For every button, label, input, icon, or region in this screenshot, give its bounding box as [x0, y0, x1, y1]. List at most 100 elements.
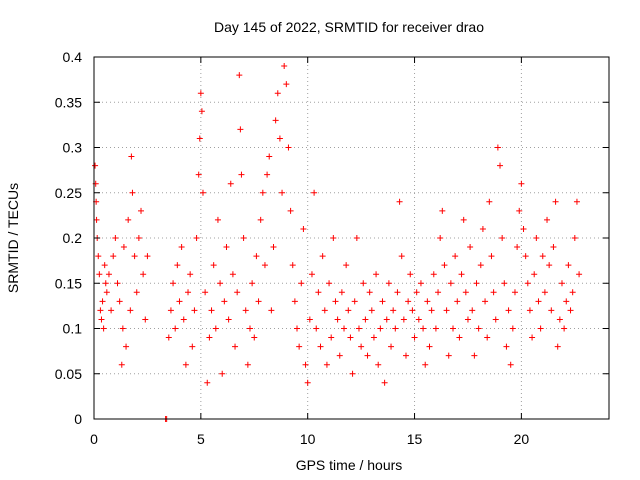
data-point — [180, 316, 187, 323]
data-point — [447, 280, 454, 287]
data-point — [261, 262, 268, 269]
data-point — [490, 289, 497, 296]
data-point — [296, 343, 303, 350]
data-point — [516, 207, 523, 214]
data-point — [302, 361, 309, 368]
plot-frame — [93, 56, 610, 420]
data-point — [300, 225, 307, 232]
data-point — [573, 198, 580, 205]
data-point — [405, 298, 412, 305]
data-point — [223, 244, 230, 251]
data-point — [450, 325, 457, 332]
data-point — [125, 216, 132, 223]
data-point — [398, 253, 405, 260]
data-point — [441, 262, 448, 269]
y-tick-label: 0 — [74, 411, 82, 427]
data-point — [313, 325, 320, 332]
data-point — [439, 207, 446, 214]
data-point — [108, 307, 115, 314]
data-point — [334, 316, 341, 323]
data-point — [417, 280, 424, 287]
data-point — [355, 325, 362, 332]
data-point — [426, 343, 433, 350]
data-point — [197, 90, 204, 97]
data-point — [550, 244, 557, 251]
data-point — [464, 316, 471, 323]
data-point — [206, 334, 213, 341]
data-point — [511, 289, 518, 296]
data-point — [456, 334, 463, 341]
data-point — [435, 289, 442, 296]
data-point — [236, 72, 243, 79]
data-point — [503, 343, 510, 350]
data-point — [187, 271, 194, 278]
data-point — [326, 280, 333, 287]
data-point — [366, 289, 373, 296]
data-point — [317, 343, 324, 350]
data-point — [428, 307, 435, 314]
data-point — [199, 189, 206, 196]
data-point — [526, 307, 533, 314]
data-point — [396, 198, 403, 205]
data-point — [196, 135, 203, 142]
data-point — [379, 298, 386, 305]
data-point — [135, 235, 142, 241]
data-point — [343, 262, 350, 269]
y-tick-label: 0.15 — [55, 275, 82, 291]
data-point — [529, 334, 536, 341]
data-point — [522, 253, 529, 260]
data-point — [349, 370, 356, 377]
data-point — [565, 262, 572, 269]
data-point — [492, 316, 499, 323]
data-point — [291, 298, 298, 305]
data-point — [524, 280, 531, 287]
data-point — [208, 307, 215, 314]
data-point — [237, 126, 244, 133]
data-point — [484, 334, 491, 341]
data-point — [373, 271, 380, 278]
y-tick-label: 0.05 — [55, 366, 82, 382]
data-point — [98, 316, 105, 323]
x-tick-label: 15 — [407, 431, 423, 447]
data-points — [92, 63, 583, 422]
data-point — [400, 316, 407, 323]
data-point — [360, 280, 367, 287]
data-point — [402, 352, 409, 359]
data-point — [488, 253, 495, 260]
y-tick-label: 0.1 — [63, 321, 83, 337]
data-point — [283, 81, 290, 88]
data-point — [272, 117, 279, 124]
data-point — [253, 253, 260, 260]
y-tick-label: 0.3 — [63, 140, 83, 156]
data-point — [257, 216, 264, 223]
data-point — [274, 90, 281, 97]
data-point — [99, 298, 106, 305]
data-point — [198, 108, 205, 115]
data-point — [128, 153, 135, 160]
data-point — [118, 361, 125, 368]
data-point — [430, 271, 437, 278]
data-point — [507, 361, 514, 368]
data-point — [112, 235, 119, 241]
data-point — [477, 262, 484, 269]
data-point — [385, 280, 392, 287]
data-point — [287, 207, 294, 214]
data-point — [415, 316, 422, 323]
data-point — [276, 135, 283, 142]
data-point — [96, 271, 103, 278]
data-point — [176, 298, 183, 305]
data-point — [232, 343, 239, 350]
x-tick-label: 20 — [514, 431, 530, 447]
x-tick-label: 10 — [300, 431, 316, 447]
data-point — [119, 325, 126, 332]
data-point — [390, 307, 397, 314]
data-point — [351, 298, 358, 305]
data-point — [219, 370, 226, 377]
data-point — [467, 244, 474, 251]
data-point — [100, 325, 107, 332]
data-point — [285, 144, 292, 151]
y-tick-label: 0.25 — [55, 185, 82, 201]
data-point — [520, 225, 527, 232]
axis-ticks — [93, 56, 609, 420]
